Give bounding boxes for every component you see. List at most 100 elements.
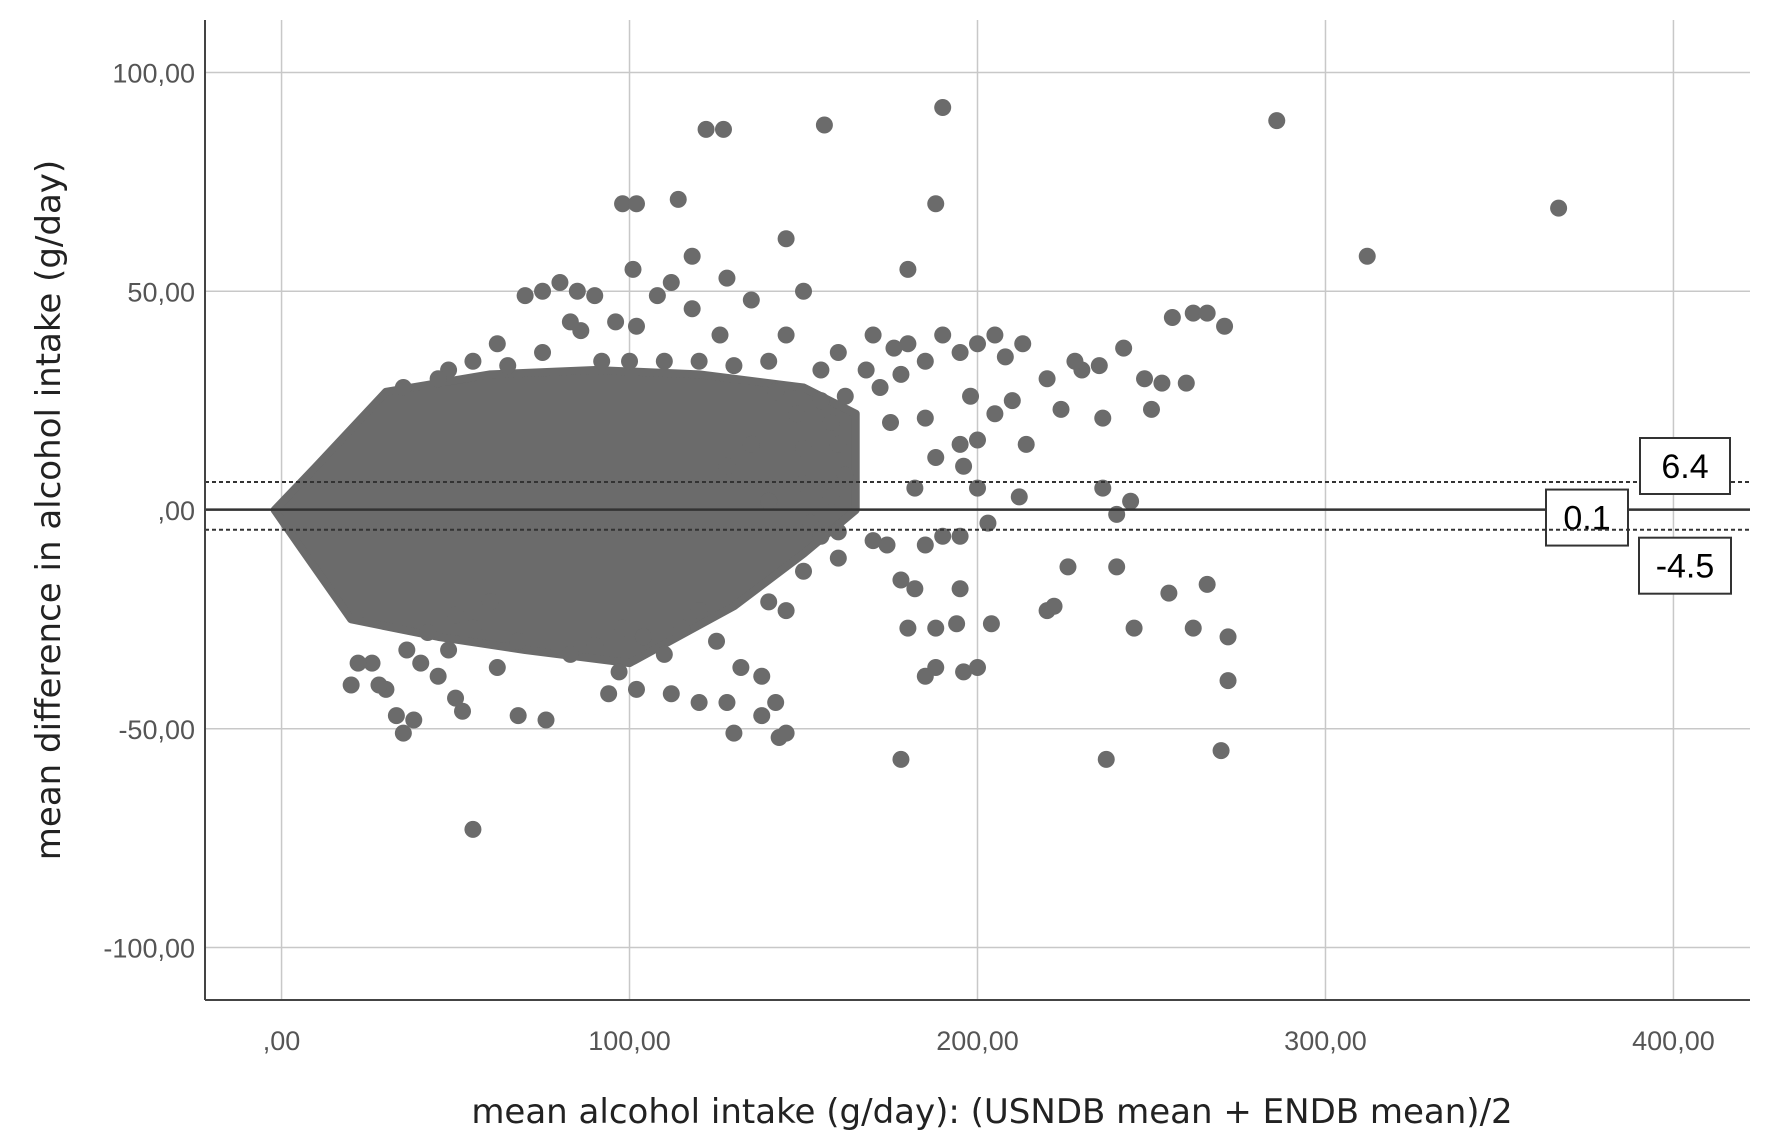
data-point	[878, 536, 896, 554]
data-point	[614, 619, 632, 637]
reference-label-1: 0.1	[1563, 500, 1610, 538]
data-point	[607, 313, 625, 331]
data-point	[1212, 742, 1230, 760]
data-point	[927, 619, 945, 637]
data-point	[627, 317, 645, 335]
data-point	[732, 659, 750, 676]
y-tick-label: -100,00	[103, 934, 195, 964]
data-point	[683, 247, 701, 265]
data-point	[655, 352, 673, 370]
data-point	[718, 457, 736, 475]
data-point	[795, 440, 813, 458]
reference-label-box-0	[1639, 437, 1731, 495]
reference-lines: 6.4 0.1 -4.5	[205, 437, 1750, 595]
data-point	[836, 387, 854, 405]
data-point	[1010, 488, 1028, 506]
data-point	[760, 593, 778, 611]
data-point	[488, 335, 506, 353]
data-point	[951, 527, 969, 545]
data-point	[969, 335, 986, 353]
data-point	[394, 379, 412, 396]
data-point	[812, 392, 830, 410]
data-point	[742, 435, 760, 453]
data-point	[951, 435, 969, 453]
dense-point-cloud	[270, 366, 860, 668]
data-point	[864, 532, 882, 550]
data-point	[394, 724, 412, 742]
data-point	[673, 619, 691, 637]
data-point	[871, 379, 889, 396]
data-point	[568, 282, 586, 300]
data-point	[951, 580, 969, 598]
data-point	[627, 680, 645, 698]
y-axis-title: mean difference in alcohol intake (g/day…	[29, 160, 69, 860]
data-point	[1045, 597, 1063, 615]
data-point	[349, 654, 367, 672]
data-point	[788, 405, 806, 423]
data-point	[534, 282, 552, 300]
data-point	[1219, 628, 1237, 646]
data-point	[899, 619, 917, 637]
data-point	[1219, 672, 1237, 690]
data-point	[429, 667, 447, 685]
x-tick-label: 200,00	[936, 1026, 1019, 1056]
data-point	[464, 820, 482, 838]
data-point	[1153, 374, 1171, 392]
data-point	[986, 326, 1004, 344]
data-point	[812, 361, 830, 379]
data-point	[412, 654, 430, 672]
data-point	[669, 190, 687, 208]
data-point	[829, 435, 847, 453]
data-point	[440, 641, 458, 659]
data-point	[822, 488, 840, 506]
data-point	[760, 352, 778, 370]
data-point	[982, 615, 1000, 633]
data-point	[662, 685, 680, 703]
data-point	[892, 365, 910, 383]
reference-label-2: -4.5	[1656, 548, 1715, 586]
data-point	[683, 300, 701, 318]
data-point	[572, 322, 590, 340]
x-tick-label: ,00	[263, 1026, 301, 1056]
data-point	[986, 405, 1004, 423]
data-point	[777, 602, 795, 620]
data-point	[962, 387, 980, 405]
data-point	[753, 707, 771, 725]
data-point	[1059, 558, 1077, 576]
data-point	[777, 326, 795, 344]
data-point	[934, 527, 952, 545]
data-point	[537, 711, 555, 729]
data-point	[1094, 479, 1112, 497]
data-point	[899, 260, 917, 278]
data-point	[795, 475, 813, 493]
data-point	[969, 659, 986, 676]
data-point	[948, 615, 966, 633]
data-point	[447, 606, 465, 624]
data-point	[916, 667, 934, 685]
y-tick-label: 100,00	[112, 59, 195, 89]
data-point	[387, 707, 405, 725]
data-point	[662, 274, 680, 291]
data-point	[1177, 374, 1195, 392]
reference-label-box-1	[1545, 488, 1629, 547]
data-point	[624, 260, 642, 278]
data-point	[916, 409, 934, 427]
data-point	[499, 357, 517, 375]
data-point	[822, 414, 840, 431]
data-point	[934, 326, 952, 344]
data-point	[1125, 619, 1143, 637]
data-point	[829, 344, 847, 361]
data-point	[1097, 750, 1115, 768]
data-point	[927, 195, 945, 213]
data-point	[1038, 370, 1056, 388]
axis-titles: mean alcohol intake (g/day): (USNDB mean…	[29, 160, 1513, 1132]
data-point	[1003, 392, 1021, 410]
data-point	[342, 676, 360, 694]
data-point	[718, 269, 736, 287]
data-point	[1358, 247, 1376, 265]
data-point	[648, 287, 666, 305]
data-point	[1184, 304, 1202, 322]
data-point	[812, 527, 830, 545]
data-point	[551, 274, 569, 291]
x-axis-title: mean alcohol intake (g/day): (USNDB mean…	[471, 1092, 1512, 1132]
